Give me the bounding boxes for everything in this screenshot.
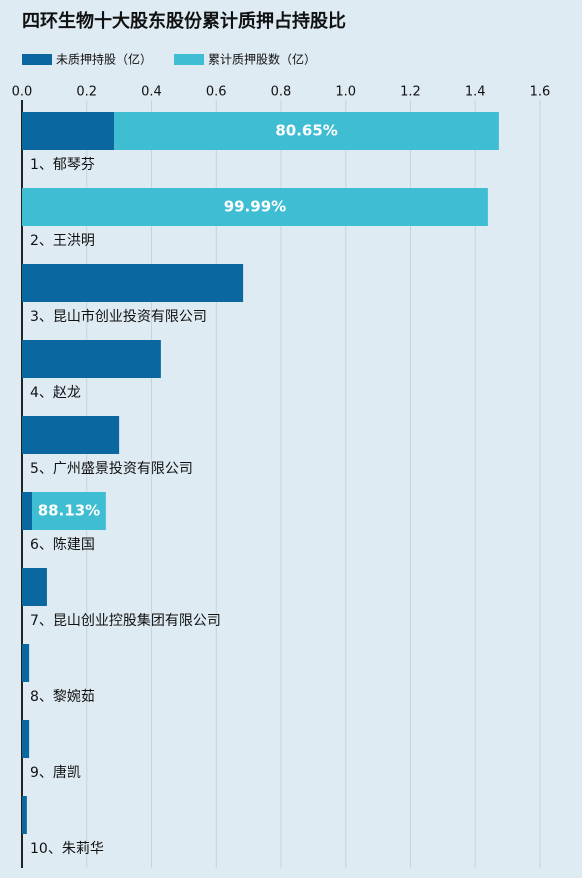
bar-segment bbox=[32, 492, 106, 530]
bar-segment bbox=[114, 112, 499, 150]
x-tick-label: 1.0 bbox=[335, 85, 356, 100]
category-label: 9、唐凯 bbox=[30, 764, 81, 781]
x-tick-label: 0.4 bbox=[141, 85, 162, 100]
bar-segment bbox=[22, 112, 115, 150]
x-tick-label: 0.6 bbox=[206, 85, 227, 100]
category-label: 10、朱莉华 bbox=[30, 841, 104, 857]
category-label: 7、昆山创业控股集团有限公司 bbox=[30, 612, 221, 629]
category-label: 4、赵龙 bbox=[30, 385, 81, 401]
data-label: 80.65% bbox=[275, 122, 337, 140]
legend-label: 累计质押股数（亿） bbox=[208, 52, 316, 67]
bar-segment bbox=[22, 796, 27, 834]
legend-swatch bbox=[22, 54, 52, 65]
category-label: 2、王洪明 bbox=[30, 233, 95, 249]
x-tick-label: 0.0 bbox=[12, 85, 33, 100]
category-label: 8、黎婉茹 bbox=[30, 688, 95, 705]
bar-segment bbox=[22, 188, 488, 226]
x-tick-label: 0.2 bbox=[76, 85, 97, 100]
category-label: 3、昆山市创业投资有限公司 bbox=[30, 308, 207, 325]
bar-segment bbox=[22, 340, 161, 378]
x-tick-label: 1.2 bbox=[400, 85, 421, 100]
category-label: 1、郁琴芬 bbox=[30, 157, 95, 173]
legend-swatch bbox=[174, 54, 205, 65]
x-tick-label: 1.4 bbox=[465, 85, 486, 100]
bar-segment bbox=[22, 416, 120, 454]
bar-segment bbox=[22, 264, 244, 302]
category-label: 5、广州盛景投资有限公司 bbox=[30, 461, 193, 477]
data-label: 99.99% bbox=[224, 198, 286, 216]
bar-segment bbox=[22, 568, 47, 606]
x-tick-label: 0.8 bbox=[271, 85, 292, 100]
legend-label: 未质押持股（亿） bbox=[56, 52, 152, 67]
bar-segment bbox=[22, 644, 30, 682]
x-tick-label: 1.6 bbox=[530, 85, 551, 100]
chart-title: 四环生物十大股东股份累计质押占持股比 bbox=[22, 10, 346, 32]
data-label: 88.13% bbox=[38, 502, 100, 520]
category-label: 6、陈建国 bbox=[30, 536, 95, 553]
bar-segment bbox=[22, 720, 30, 758]
bar-segment bbox=[22, 492, 33, 530]
